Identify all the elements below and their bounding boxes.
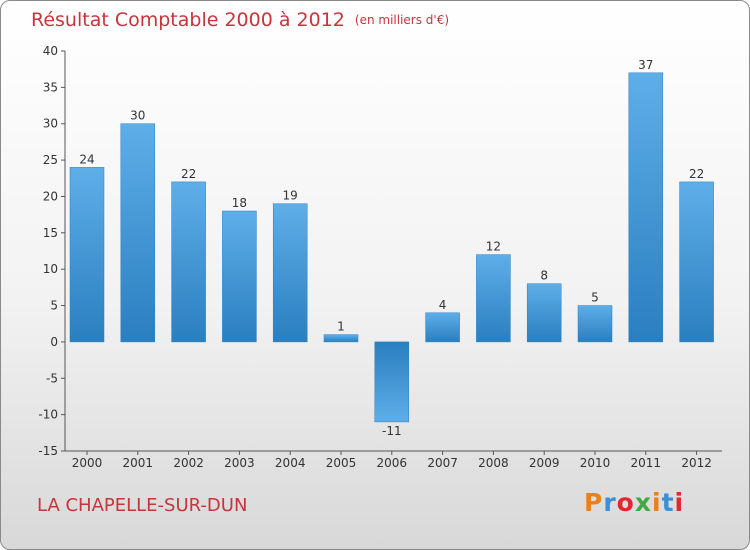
y-tick-label: 30 <box>43 117 58 131</box>
x-tick-label: 2010 <box>580 456 611 470</box>
y-tick-label: 5 <box>50 299 58 313</box>
logo-letter: x <box>634 488 652 517</box>
y-tick-label: -5 <box>46 371 58 385</box>
x-tick-label: 2004 <box>275 456 306 470</box>
x-tick-label: 2003 <box>224 456 255 470</box>
bar-2006 <box>374 341 410 423</box>
y-tick-label: 35 <box>43 80 58 94</box>
data-label-2005: 1 <box>337 320 345 334</box>
bar-2010 <box>577 305 613 343</box>
title-text: Résultat Comptable 2000 à 2012 <box>31 9 345 31</box>
x-tick-label: 2007 <box>427 456 458 470</box>
x-tick-label: 2001 <box>123 456 154 470</box>
logo-letter: i <box>674 488 685 517</box>
y-tick-label: 15 <box>43 226 58 240</box>
bars: 24 30 22 18 19 1 -11 4 12 8 5 37 22 <box>69 58 714 438</box>
y-tick-label: 0 <box>50 335 58 349</box>
logo-letter: t <box>661 488 675 517</box>
data-label-2002: 22 <box>181 167 196 181</box>
y-tick-label: -10 <box>38 408 58 422</box>
bar-2005 <box>323 334 359 343</box>
bar-2009 <box>526 283 562 343</box>
x-tick-label: 2009 <box>529 456 560 470</box>
data-label-2000: 24 <box>79 152 94 166</box>
data-label-2006: -11 <box>382 424 402 438</box>
bar-2012 <box>679 181 714 343</box>
unit-text: (en milliers d'€) <box>354 13 450 27</box>
x-tick-label: 2006 <box>377 456 408 470</box>
data-label-2001: 30 <box>130 109 145 123</box>
y-tick-label: 40 <box>43 44 58 58</box>
place-name: LA CHAPELLE-SUR-DUN <box>37 495 248 516</box>
bar-2004 <box>272 203 308 343</box>
logo-letter: r <box>603 488 617 517</box>
x-tick-label: 2002 <box>173 456 204 470</box>
y-tick-label: -15 <box>38 444 58 458</box>
data-label-2010: 5 <box>591 291 599 305</box>
data-label-2009: 8 <box>540 269 548 283</box>
bar-2011 <box>628 72 664 343</box>
data-label-2004: 19 <box>283 189 298 203</box>
proxiti-logo: Proxiti <box>584 488 684 517</box>
logo-letter: i <box>652 488 662 517</box>
bar-2008 <box>476 254 511 343</box>
data-label-2012: 22 <box>689 167 704 181</box>
x-tick-label: 2005 <box>326 456 357 470</box>
bar-2000 <box>69 167 105 343</box>
x-tick-label: 2012 <box>681 456 712 470</box>
logo-letter: o <box>616 488 635 517</box>
x-tick-label: 2000 <box>72 456 103 470</box>
bar-2003 <box>222 210 257 343</box>
y-tick-label: 20 <box>43 189 58 203</box>
x-tick-label: 2011 <box>631 456 662 470</box>
y-tick-label: 25 <box>43 153 58 167</box>
chart-title: Résultat Comptable 2000 à 2012 (en millie… <box>31 9 449 31</box>
bar-2002 <box>171 181 206 343</box>
data-label-2003: 18 <box>232 196 247 210</box>
y-tick-label: 10 <box>43 262 58 276</box>
x-tick-label: 2008 <box>478 456 509 470</box>
bar-2001 <box>120 123 156 343</box>
data-label-2008: 12 <box>486 240 501 254</box>
bar-2007 <box>425 312 460 343</box>
data-label-2011: 37 <box>638 58 653 72</box>
logo-letter: P <box>584 488 604 517</box>
data-label-2007: 4 <box>439 298 447 312</box>
